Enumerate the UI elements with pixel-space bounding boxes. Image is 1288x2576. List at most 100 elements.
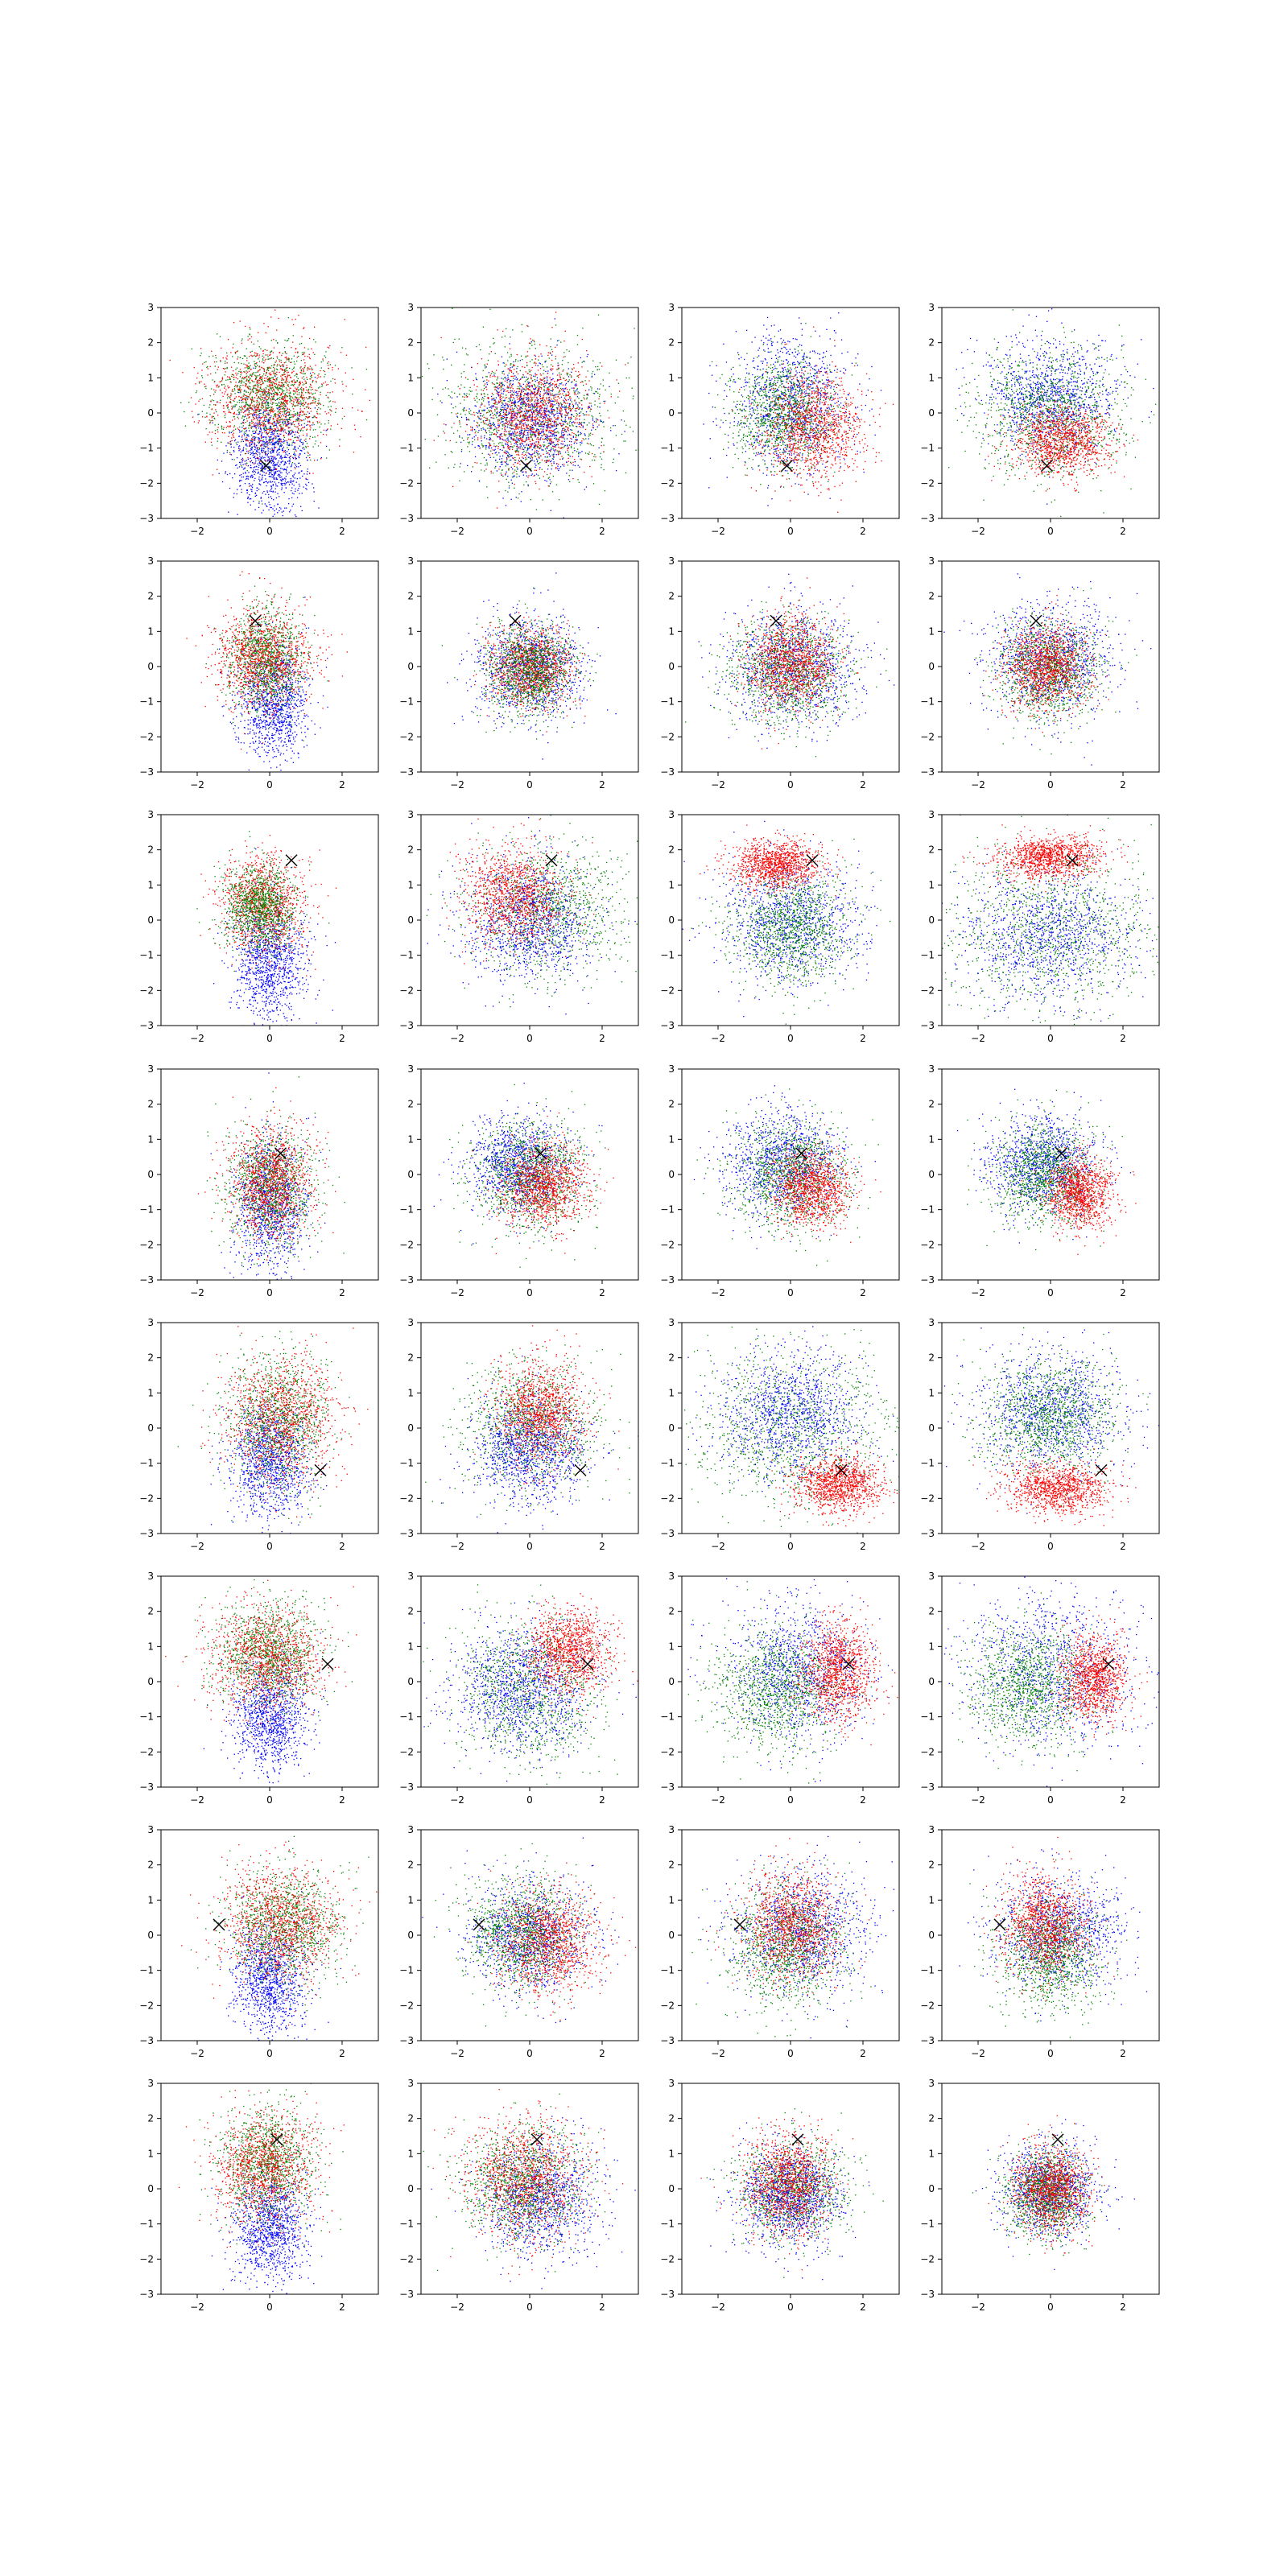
data-point bbox=[273, 459, 274, 460]
data-point bbox=[292, 342, 293, 343]
data-point bbox=[286, 419, 287, 420]
data-point bbox=[526, 428, 527, 429]
data-point bbox=[249, 362, 250, 363]
data-point bbox=[277, 450, 278, 451]
data-point bbox=[279, 415, 280, 416]
data-point bbox=[274, 386, 275, 387]
data-point bbox=[225, 371, 226, 372]
data-point bbox=[256, 402, 257, 403]
data-point bbox=[491, 434, 492, 435]
data-point bbox=[202, 363, 203, 364]
data-point bbox=[276, 372, 277, 373]
data-point bbox=[253, 419, 254, 420]
data-point bbox=[540, 396, 541, 397]
data-point bbox=[232, 408, 233, 409]
data-point bbox=[296, 482, 297, 483]
data-point bbox=[237, 392, 238, 393]
data-point bbox=[262, 397, 263, 398]
data-point bbox=[279, 407, 280, 408]
data-point bbox=[299, 415, 300, 416]
data-point bbox=[215, 391, 216, 392]
data-point bbox=[285, 417, 286, 418]
data-point bbox=[261, 512, 262, 513]
data-point bbox=[318, 387, 319, 388]
data-point bbox=[240, 462, 241, 463]
data-point bbox=[265, 349, 266, 350]
data-point bbox=[250, 365, 251, 366]
data-point bbox=[537, 380, 538, 381]
data-point bbox=[552, 454, 553, 455]
data-point bbox=[468, 379, 469, 380]
data-point bbox=[300, 450, 301, 451]
data-point bbox=[520, 370, 521, 371]
data-point bbox=[303, 398, 304, 399]
data-point bbox=[271, 469, 272, 470]
data-point bbox=[241, 363, 242, 364]
data-point bbox=[226, 359, 227, 360]
data-point bbox=[532, 404, 533, 405]
data-point bbox=[531, 400, 532, 401]
data-point bbox=[533, 410, 534, 411]
data-point bbox=[285, 450, 286, 451]
data-point bbox=[269, 440, 270, 441]
data-point bbox=[280, 508, 281, 509]
data-point bbox=[288, 375, 289, 376]
data-point bbox=[224, 411, 225, 412]
data-point bbox=[240, 372, 241, 373]
data-point bbox=[297, 497, 298, 498]
data-point bbox=[224, 388, 225, 389]
data-point bbox=[294, 455, 295, 456]
data-point bbox=[302, 398, 303, 399]
data-point bbox=[601, 442, 602, 443]
data-point bbox=[575, 461, 576, 462]
data-point bbox=[269, 373, 270, 374]
data-point bbox=[246, 437, 247, 438]
data-point bbox=[486, 486, 487, 487]
data-point bbox=[271, 462, 272, 463]
data-point bbox=[317, 403, 318, 404]
data-point bbox=[268, 378, 269, 379]
data-point bbox=[272, 470, 273, 471]
data-point bbox=[267, 470, 268, 471]
data-point bbox=[276, 497, 277, 498]
data-point bbox=[271, 486, 272, 487]
data-point bbox=[249, 425, 250, 426]
data-point bbox=[252, 476, 253, 477]
data-point bbox=[241, 410, 242, 411]
data-point bbox=[273, 476, 274, 477]
data-point bbox=[532, 397, 533, 398]
data-point bbox=[559, 411, 560, 412]
data-point bbox=[323, 434, 324, 435]
data-point bbox=[248, 440, 249, 441]
data-point bbox=[297, 490, 298, 491]
data-point bbox=[502, 373, 503, 374]
data-point bbox=[237, 442, 238, 443]
data-point bbox=[284, 347, 285, 348]
data-point bbox=[293, 402, 294, 403]
data-point bbox=[572, 425, 573, 426]
data-point bbox=[541, 384, 542, 385]
data-point bbox=[488, 410, 489, 411]
data-point bbox=[556, 439, 557, 440]
data-point bbox=[550, 390, 551, 391]
data-point bbox=[295, 431, 296, 432]
data-point bbox=[313, 487, 314, 488]
data-point bbox=[260, 396, 261, 397]
data-point bbox=[341, 428, 342, 429]
data-point bbox=[234, 412, 235, 413]
data-point bbox=[246, 478, 247, 479]
data-point bbox=[270, 398, 271, 399]
data-point bbox=[300, 388, 301, 389]
data-point bbox=[293, 504, 294, 505]
data-point bbox=[245, 468, 246, 469]
data-point bbox=[219, 473, 220, 474]
data-point bbox=[240, 392, 241, 393]
data-point bbox=[238, 418, 239, 419]
data-point bbox=[224, 432, 225, 433]
data-point bbox=[248, 427, 249, 428]
data-point bbox=[277, 405, 278, 406]
data-point bbox=[285, 393, 286, 394]
data-point bbox=[285, 351, 286, 352]
data-point bbox=[275, 447, 276, 448]
data-point bbox=[303, 379, 304, 380]
